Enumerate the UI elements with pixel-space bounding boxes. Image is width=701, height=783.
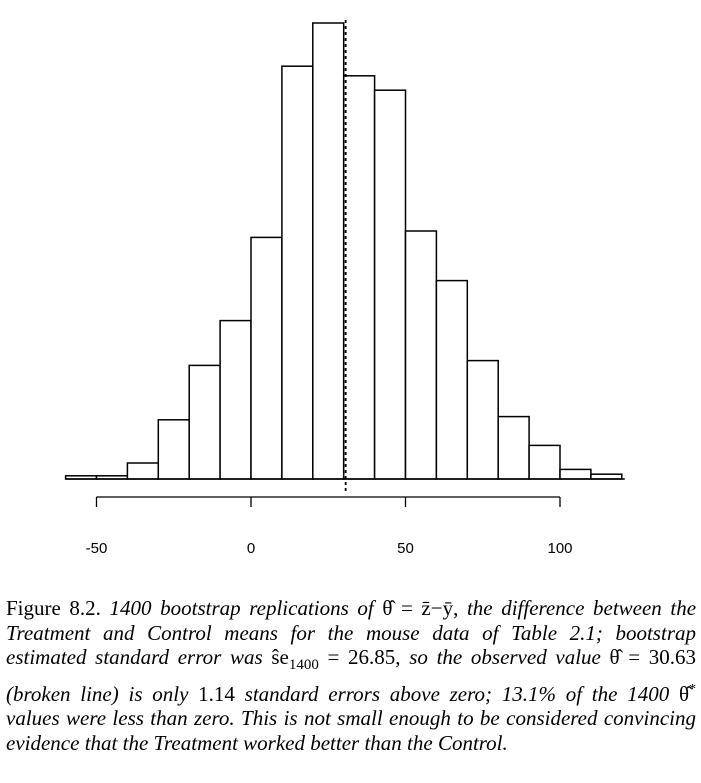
x-tick-label: 100 xyxy=(547,540,572,557)
caption-text-1: 1400 bootstrap replications of xyxy=(109,596,374,620)
caption-math-5: 1.14 xyxy=(198,681,235,706)
x-tick-label: -50 xyxy=(86,540,108,557)
histogram-bar xyxy=(373,89,407,480)
histogram-bar xyxy=(312,22,345,480)
histogram-bar xyxy=(466,359,499,480)
figure-caption: Figure 8.2. 1400 bootstrap replications … xyxy=(6,596,696,755)
caption-math-6: θ̂* xyxy=(678,681,697,706)
histogram-chart: -50 0 50 100 xyxy=(64,20,625,557)
caption-math-2: ŝe1400 = 26.85, xyxy=(271,645,401,674)
histogram-bar xyxy=(435,279,469,480)
histogram-bar xyxy=(188,364,221,480)
histogram-bar xyxy=(250,236,283,480)
histogram-bar xyxy=(126,462,160,480)
histogram-bar xyxy=(219,319,252,480)
x-tick-label: 50 xyxy=(397,540,414,557)
caption-math-1: θ̂ = z̄−ȳ, xyxy=(382,596,459,620)
histogram-bar xyxy=(497,415,530,480)
histogram-bars xyxy=(64,22,623,480)
histogram-bar xyxy=(528,444,561,480)
histogram-bar xyxy=(559,468,592,480)
histogram-bar xyxy=(342,75,376,480)
caption-label: Figure 8.2. xyxy=(6,596,101,620)
x-tick-label: 0 xyxy=(247,540,255,557)
caption-text-4: (broken line) is only xyxy=(6,681,189,706)
caption-text-6: values were less than zero. This is not … xyxy=(6,706,696,755)
caption-math-4: θ̂ = 30.63 xyxy=(609,645,697,669)
histogram-bar xyxy=(281,65,314,480)
histogram-bar xyxy=(404,230,438,480)
caption-text-2: the difference between the Treatment and… xyxy=(6,596,697,669)
histogram-bar xyxy=(157,419,190,480)
caption-text-3: so the observed value xyxy=(409,645,601,669)
caption-text-5: standard errors above zero; 13.1% of the… xyxy=(244,681,670,706)
x-axis: -50 0 50 100 xyxy=(86,496,573,557)
